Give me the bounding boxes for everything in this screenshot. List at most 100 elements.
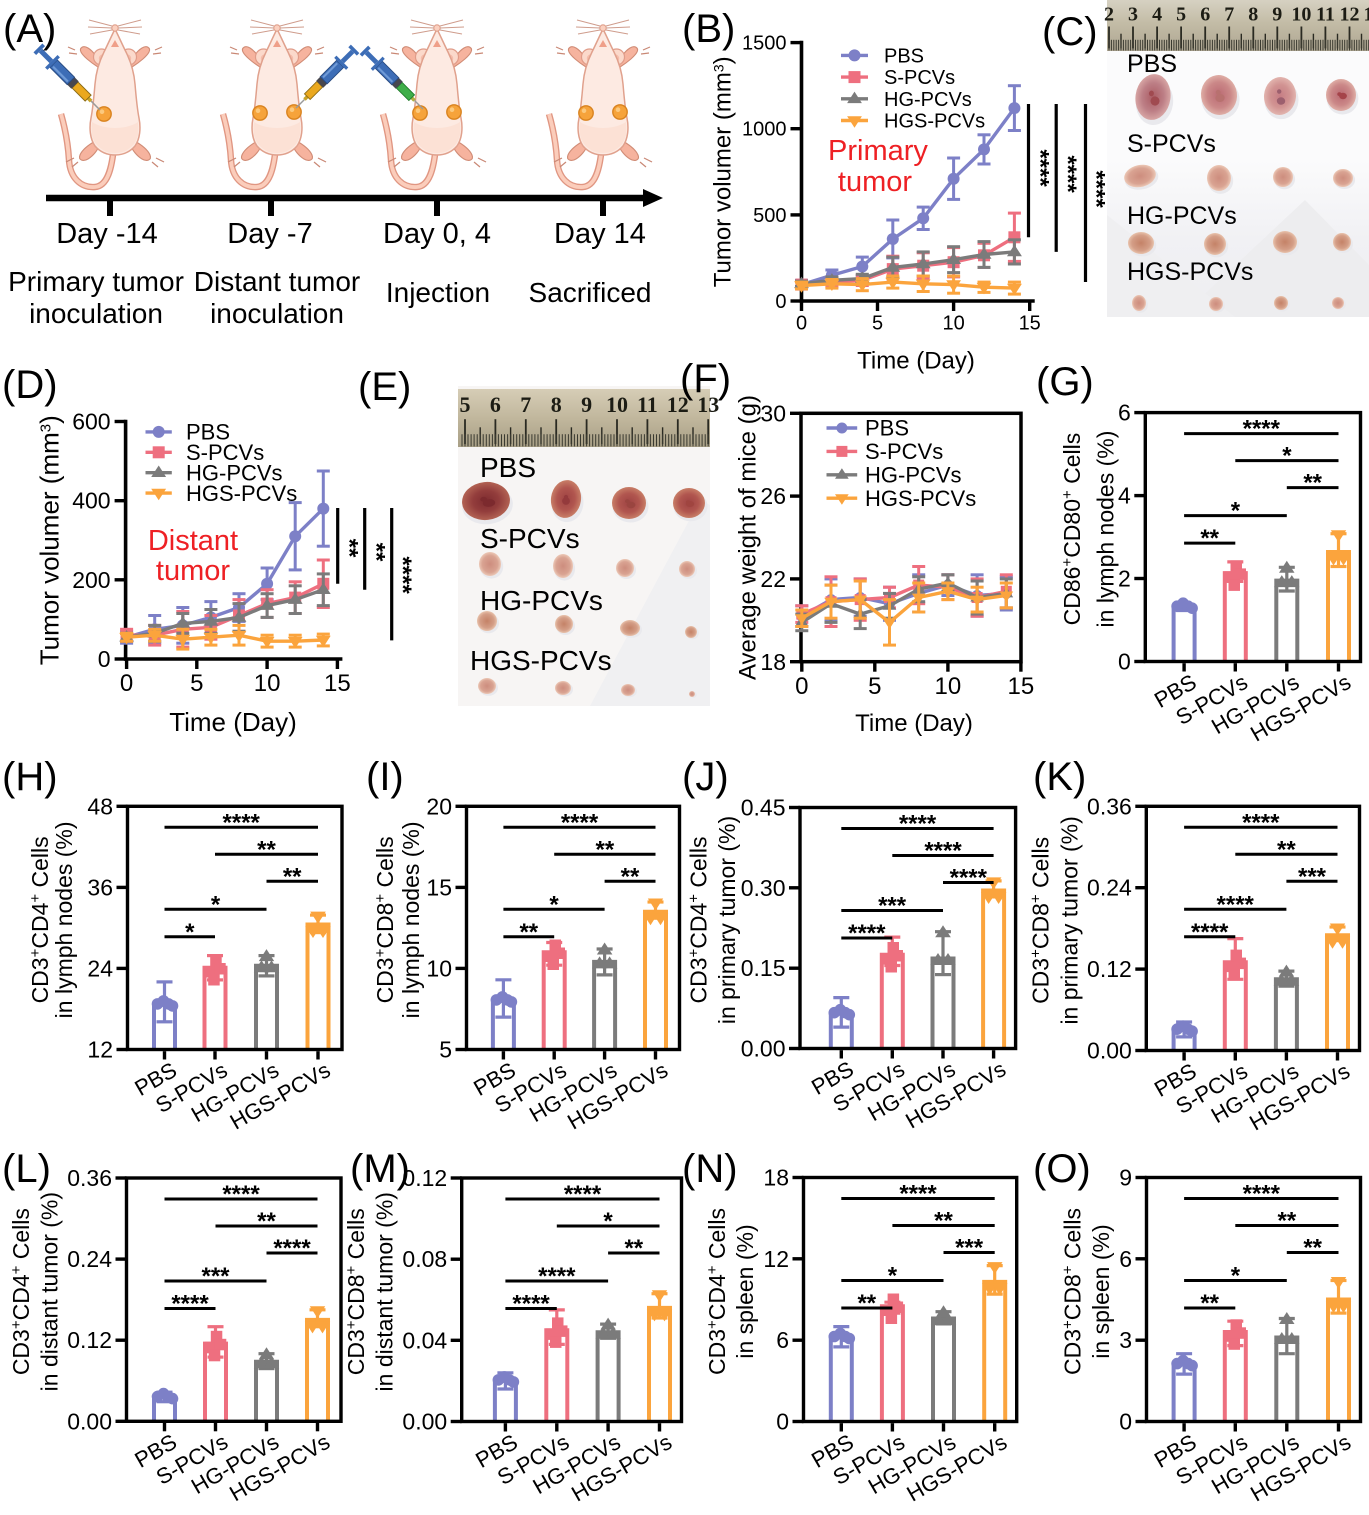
svg-text:CD3+CD8+ Cells: CD3+CD8+ Cells [1060,1208,1086,1375]
svg-text:(A): (A) [3,7,56,51]
svg-text:0.00: 0.00 [1087,1038,1132,1064]
svg-text:HGS-PCVs: HGS-PCVs [470,645,612,676]
svg-text:CD3+CD8+ Cells: CD3+CD8+ Cells [1028,837,1054,1004]
svg-text:**: ** [257,1208,276,1235]
svg-text:0: 0 [98,646,111,672]
svg-text:**: ** [1303,470,1322,497]
svg-text:S-PCVs: S-PCVs [480,523,580,554]
svg-text:(L): (L) [2,1147,51,1191]
svg-text:3: 3 [1119,1327,1132,1353]
svg-text:**: ** [519,919,538,946]
svg-text:*: * [211,891,221,918]
svg-text:9: 9 [581,392,592,417]
svg-text:Injection: Injection [386,277,490,308]
svg-text:HG-PCVs: HG-PCVs [884,89,972,111]
svg-text:0: 0 [120,670,133,697]
svg-text:0.30: 0.30 [741,875,786,901]
svg-text:Day -14: Day -14 [56,218,158,250]
svg-text:**: ** [257,836,276,863]
svg-text:HGS-PCVs: HGS-PCVs [186,481,297,506]
svg-text:PBS: PBS [186,420,230,445]
svg-text:**: ** [596,836,615,863]
svg-text:in primary tumor (%): in primary tumor (%) [1056,816,1082,1024]
svg-text:**: ** [934,1208,953,1235]
svg-text:0.04: 0.04 [402,1327,447,1353]
svg-text:18: 18 [760,649,786,675]
svg-text:11: 11 [1316,3,1335,25]
svg-text:CD3+CD8+ Cells: CD3+CD8+ Cells [372,836,398,1003]
svg-text:0: 0 [776,1409,789,1435]
svg-text:4: 4 [1118,483,1131,509]
svg-text:****: **** [848,920,886,947]
svg-text:4: 4 [1152,3,1162,25]
svg-text:*: * [1231,1263,1241,1290]
svg-text:0.36: 0.36 [1087,793,1132,819]
svg-text:15: 15 [1008,673,1035,700]
svg-text:**: ** [283,863,302,890]
svg-text:****: **** [171,1291,209,1318]
svg-text:20: 20 [426,793,452,819]
svg-text:***: *** [955,1235,984,1262]
svg-text:48: 48 [87,793,113,819]
svg-text:0.24: 0.24 [67,1246,112,1272]
svg-text:0.24: 0.24 [1087,875,1132,901]
svg-text:CD3+CD4+ Cells: CD3+CD4+ Cells [27,836,53,1003]
svg-text:(N): (N) [682,1147,738,1191]
svg-text:PBS: PBS [865,416,909,441]
svg-text:*: * [1282,443,1292,470]
svg-text:PBS: PBS [884,45,924,67]
svg-text:HGS-PCVs: HGS-PCVs [1127,258,1253,286]
svg-text:tumor: tumor [156,555,230,587]
svg-text:500: 500 [753,205,786,227]
svg-text:****: **** [1083,170,1110,208]
svg-text:Distant: Distant [148,525,238,557]
svg-text:Time (Day): Time (Day) [169,707,297,737]
svg-text:8: 8 [551,392,562,417]
svg-text:Average weight of mice (g): Average weight of mice (g) [735,395,762,680]
svg-text:****: **** [1191,919,1229,946]
svg-text:Day -7: Day -7 [227,218,312,250]
svg-text:5: 5 [1176,3,1186,25]
svg-text:Time (Day): Time (Day) [855,710,973,737]
svg-text:Day 14: Day 14 [554,218,646,250]
svg-text:**: ** [1303,1235,1322,1262]
svg-text:****: **** [1027,149,1054,187]
svg-text:**: ** [621,863,640,890]
svg-text:(I): (I) [366,755,404,799]
svg-text:tumor: tumor [838,166,912,198]
svg-text:S-PCVs: S-PCVs [884,67,955,89]
svg-text:(K): (K) [1033,755,1086,799]
svg-text:12: 12 [1340,3,1360,25]
svg-text:(F): (F) [680,357,731,401]
svg-text:0.36: 0.36 [67,1165,112,1191]
svg-text:0.12: 0.12 [1087,956,1132,982]
svg-text:****: **** [1054,155,1081,193]
svg-text:****: **** [899,1181,937,1208]
svg-text:Primary tumor: Primary tumor [8,266,184,297]
svg-text:12: 12 [763,1246,789,1272]
svg-text:**: ** [857,1290,876,1317]
svg-text:6: 6 [776,1327,789,1353]
svg-text:CD3+CD4+ Cells: CD3+CD4+ Cells [704,1208,730,1375]
svg-text:in lymph nodes (%): in lymph nodes (%) [398,821,424,1018]
svg-text:Primary: Primary [828,135,928,167]
svg-text:(M): (M) [350,1147,410,1191]
svg-text:400: 400 [72,488,110,514]
svg-text:PBS: PBS [1127,50,1177,78]
svg-text:****: **** [561,809,599,836]
svg-text:(E): (E) [358,365,411,409]
svg-text:0.12: 0.12 [402,1165,447,1191]
svg-text:13: 13 [697,392,719,417]
svg-text:0.00: 0.00 [402,1409,447,1435]
svg-text:****: **** [1243,1181,1281,1208]
svg-text:10: 10 [1291,3,1311,25]
svg-text:15: 15 [426,874,452,900]
svg-text:(O): (O) [1033,1147,1091,1191]
svg-text:8: 8 [1248,3,1258,25]
svg-text:12: 12 [87,1037,113,1063]
svg-text:0.45: 0.45 [741,795,786,821]
svg-text:(G): (G) [1036,360,1094,404]
svg-text:24: 24 [87,956,113,982]
svg-text:7: 7 [1224,3,1234,25]
svg-text:0: 0 [775,291,786,313]
